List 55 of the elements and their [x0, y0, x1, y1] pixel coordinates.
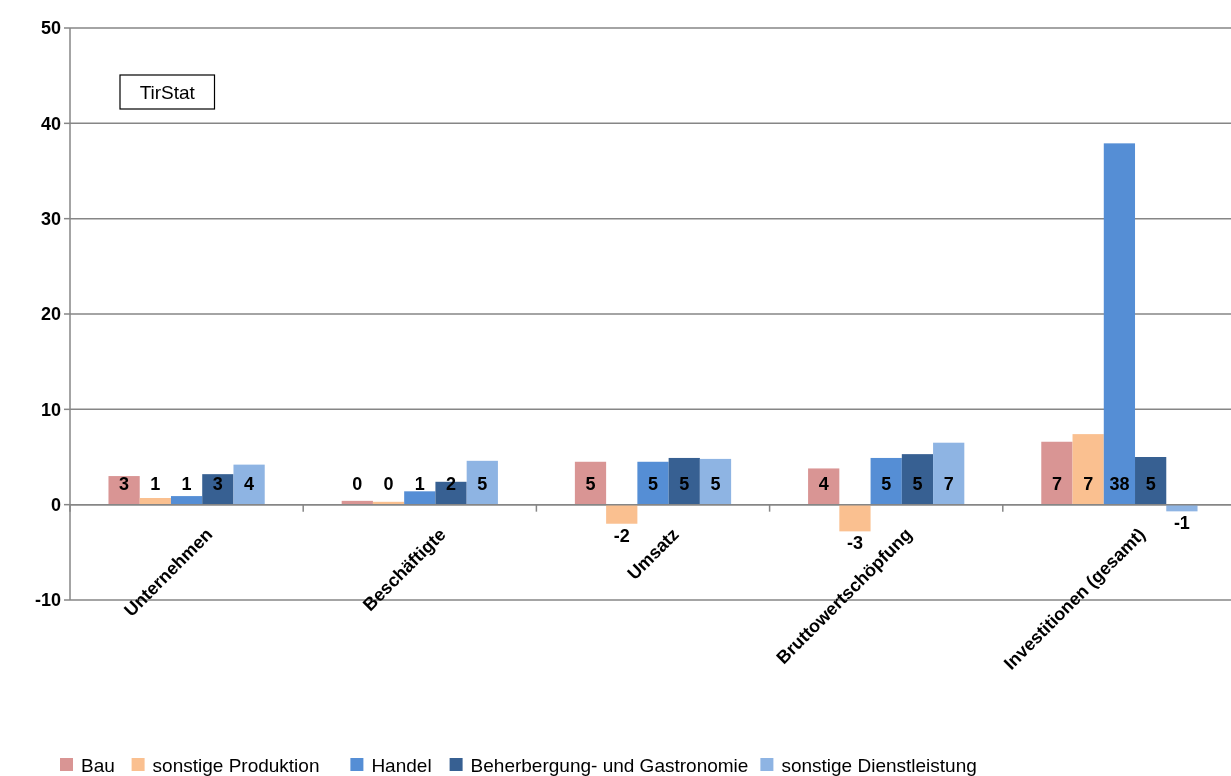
bar [606, 504, 638, 524]
legend-label: Handel [371, 754, 432, 776]
bar [1072, 434, 1104, 505]
y-tick-label: 30 [40, 208, 61, 229]
data-label: 0 [352, 473, 363, 494]
data-label: 5 [647, 473, 659, 494]
data-label: 5 [585, 473, 596, 494]
legend-label: sonstige Dienstleistung [781, 754, 977, 776]
bar [170, 496, 203, 505]
bar [466, 460, 498, 505]
data-label: 4 [818, 473, 829, 494]
data-label: -2 [613, 525, 630, 546]
data-label: 1 [414, 473, 425, 494]
data-label: 4 [244, 473, 255, 494]
data-label: 5 [912, 473, 923, 494]
bar [108, 476, 140, 505]
y-tick-label: 20 [40, 304, 61, 325]
bar [808, 468, 840, 505]
bar [699, 458, 732, 505]
bar [870, 457, 902, 505]
legend-label: Beherbergung- und Gastronomie [470, 754, 749, 776]
bar [668, 457, 700, 505]
y-tick-label: -10 [34, 590, 61, 611]
bar [1166, 504, 1198, 512]
data-label: 5 [710, 473, 721, 494]
bar [233, 464, 265, 505]
bar [1103, 143, 1136, 505]
bar [1041, 441, 1073, 505]
bar [933, 442, 965, 505]
bar [574, 461, 607, 505]
bar [637, 461, 669, 505]
annotation: TirStat [139, 81, 196, 103]
bar [404, 491, 436, 505]
data-label: 1 [150, 473, 161, 494]
data-label: -1 [1173, 513, 1190, 534]
data-label: 5 [881, 473, 892, 494]
data-label: 5 [1145, 473, 1156, 494]
legend-label: sonstige Produktion [152, 754, 320, 776]
data-label: 5 [477, 473, 488, 494]
y-tick-label: 10 [40, 399, 61, 420]
legend-label: Bau [81, 754, 115, 776]
data-label: 1 [181, 473, 192, 494]
data-label: 7 [1083, 473, 1094, 494]
data-label: 0 [383, 473, 394, 494]
data-label: 5 [679, 473, 690, 494]
bar [1135, 457, 1167, 505]
data-label: 7 [1051, 473, 1062, 494]
y-tick-label: 0 [50, 494, 61, 515]
y-tick-label: 40 [40, 113, 61, 134]
data-label: 3 [119, 473, 130, 494]
data-label: 7 [943, 473, 954, 494]
bar [901, 454, 934, 505]
data-label: 3 [212, 473, 223, 494]
y-tick-label: 50 [40, 18, 61, 39]
data-label: 38 [1109, 473, 1130, 494]
